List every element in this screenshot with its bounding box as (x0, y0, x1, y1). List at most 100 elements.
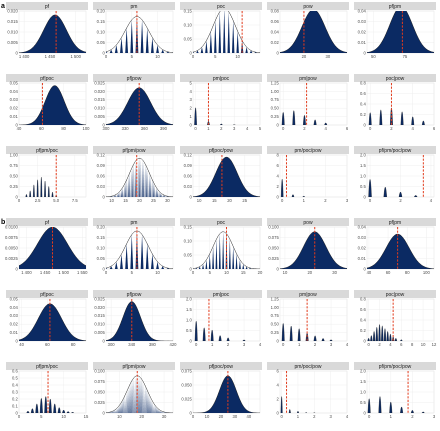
x-tick-label: 6 (346, 126, 349, 131)
y-tick-label: 0.04 (10, 305, 19, 310)
density-spike (150, 397, 151, 413)
x-tick-label: 6 (433, 126, 436, 131)
x-tick-label: 1 (303, 198, 306, 203)
x-tick-label: 330 (122, 126, 130, 131)
density-spike (281, 323, 285, 341)
facet-p1f12: pf|poc/pow 0 0.025 0.050 0.075 0 10 20 30 40 (180, 362, 262, 419)
y-tick-label: 0 (15, 194, 18, 199)
density-spike (150, 176, 152, 197)
y-tick-label: 0.25 (271, 114, 280, 119)
facet-p0f8: pm|pow 0 0.25 0.50 0.75 1.00 1.25 0 2 4 6 (267, 74, 349, 131)
x-tick-label: 40 (246, 414, 251, 419)
y-tick-label: 0 (189, 122, 192, 127)
y-tick-label: 0 (102, 266, 105, 271)
density-spike (209, 31, 213, 53)
density-spike (143, 161, 145, 197)
density-spike (297, 411, 299, 413)
density-curve (367, 11, 434, 53)
facet-strip (6, 218, 88, 226)
density-spike (383, 186, 387, 197)
y-tick-label: 0 (189, 50, 192, 55)
density-spike (368, 179, 372, 197)
density-spike (400, 339, 403, 341)
density-spike (116, 407, 118, 413)
facet-p1f10: pf|pm/poc 0 0.1 0.2 0.3 0.4 0.5 0.6 0 5 10 15 (6, 362, 89, 419)
density-spike (154, 405, 156, 413)
density-spike (122, 399, 124, 413)
x-tick-label: 10 (197, 198, 202, 203)
density-spike (394, 338, 398, 341)
density-spike (111, 196, 112, 197)
y-tick-label: 0.05 (97, 40, 106, 45)
facet-strip (354, 218, 436, 226)
y-tick-label: 0.06 (97, 173, 106, 178)
density-spike (228, 239, 231, 269)
x-tick-label: 30 (332, 270, 337, 275)
facet-p0f6: pf|pow 0 0.005 0.010 0.015 0.020 0.025 300 330 36… (93, 74, 175, 131)
x-tick-label: 40 (367, 270, 372, 275)
x-tick-label: 60 (39, 126, 44, 131)
density-spike (378, 396, 382, 413)
density-spike (128, 387, 129, 413)
density-curve (193, 11, 260, 53)
y-tick-label: 2 (276, 184, 279, 189)
facet-title: pf|poc (40, 76, 54, 82)
density-spike (280, 178, 284, 197)
density-spike (249, 50, 253, 53)
density-spike (153, 182, 154, 197)
y-tick-label: 1.0 (360, 389, 366, 394)
y-tick-label: 0 (363, 194, 366, 199)
density-spike (112, 411, 114, 413)
y-tick-label: 0.100 (268, 224, 279, 229)
y-tick-label: 0 (15, 50, 18, 55)
density-spike (281, 112, 285, 125)
density-spike (145, 243, 149, 269)
y-tick-label: 0.06 (184, 173, 193, 178)
y-tick-label: 0.3 (12, 389, 18, 394)
density-area (280, 231, 347, 269)
density-spike (232, 246, 235, 269)
facet-strip (180, 290, 262, 298)
x-tick-label: 0 (105, 270, 108, 275)
plot-marks (19, 11, 86, 53)
density-spike (193, 52, 195, 53)
x-tick-label: 3 (330, 342, 333, 347)
y-tick-label: 0.025 (94, 400, 105, 405)
facet-p1f13: pm/poc/pow 0 2 4 6 0 1 2 3 4 (267, 362, 349, 419)
plot-marks (367, 299, 403, 341)
density-spike (125, 392, 127, 413)
facet-title: poc|pow (386, 292, 405, 298)
density-spike (389, 401, 393, 413)
y-tick-label: 2.0 (360, 152, 366, 157)
density-area (19, 227, 86, 269)
y-tick-label: 4 (276, 382, 279, 387)
y-tick-label: 0.010 (7, 29, 18, 34)
density-spike (119, 405, 120, 413)
density-spike (212, 246, 215, 269)
facet-strip (93, 362, 175, 370)
y-tick-label: 0.09 (184, 163, 193, 168)
density-spike (161, 49, 165, 53)
density-spike (292, 110, 296, 125)
density-spike (164, 195, 166, 197)
x-tick-label: 1 400 (21, 270, 32, 275)
y-tick-label: 0.10 (184, 238, 193, 243)
density-area (280, 11, 347, 53)
density-spike (117, 406, 119, 413)
x-tick-label: 30 (165, 198, 170, 203)
density-curve (106, 16, 173, 53)
density-spike (329, 339, 333, 341)
y-tick-label: 0.09 (97, 163, 106, 168)
facet-strip (354, 74, 436, 82)
facet-strip (93, 218, 175, 226)
y-tick-label: 0 (189, 410, 192, 415)
x-tick-label: 60 (45, 342, 50, 347)
plot-marks (280, 371, 316, 413)
density-spike (161, 266, 165, 269)
plot-marks (193, 371, 260, 413)
density-curve (367, 233, 434, 269)
density-spike (146, 166, 147, 197)
x-tick-label: 5 (40, 414, 43, 419)
